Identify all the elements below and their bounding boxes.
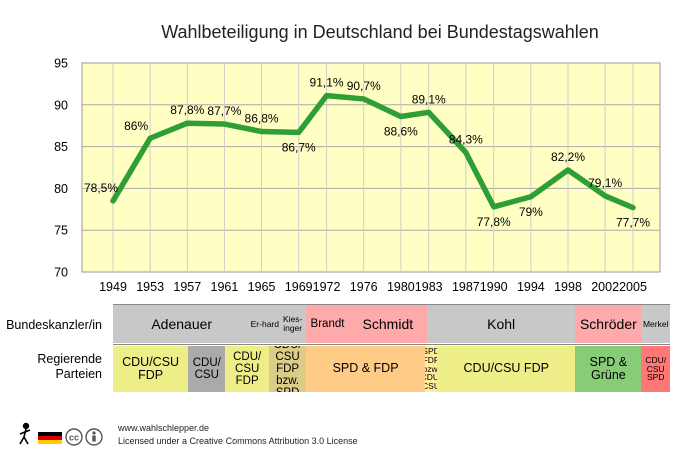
party-band: CDU/ CSU FDP bzw. SPD <box>269 346 307 392</box>
data-label: 90,7% <box>347 79 381 93</box>
chancellor-band: Adenauer <box>113 305 251 343</box>
y-tick-label: 95 <box>54 57 68 71</box>
chancellor-band: Er-hard <box>250 305 280 343</box>
y-tick-label: 75 <box>54 224 68 238</box>
party-band: SPD & FDP <box>306 346 425 392</box>
y-tick-label: 90 <box>54 98 68 112</box>
data-label: 84,3% <box>449 132 483 146</box>
data-label: 91,1% <box>310 76 344 90</box>
data-label: 79,1% <box>588 176 622 190</box>
party-band: SPD FDP bzw. CDU/ CSU <box>425 346 438 392</box>
data-label: 86% <box>124 119 148 133</box>
y-tick-label: 85 <box>54 140 68 154</box>
chancellor-band: Kies-inger <box>279 305 307 343</box>
x-tick-label: 1953 <box>136 280 164 294</box>
x-tick-label: 1980 <box>387 280 415 294</box>
chancellor-band: Schmidt <box>348 305 427 343</box>
data-label: 79% <box>519 205 543 219</box>
party-band: CDU/ CSU SPD <box>641 346 671 392</box>
walking-figure-icon <box>19 422 31 445</box>
chancellor-band: Kohl <box>426 305 576 343</box>
data-label: 88,6% <box>384 125 418 139</box>
chancellor-band: Brandt <box>306 305 349 343</box>
party-band: SPD & Grüne <box>575 346 642 392</box>
y-tick-label: 80 <box>54 182 68 196</box>
license-logos: cc <box>19 422 103 446</box>
x-tick-label: 1961 <box>211 280 239 294</box>
cc-icon: cc <box>65 428 83 446</box>
chancellor-band: Merkel <box>641 305 671 343</box>
x-tick-label: 1983 <box>415 280 443 294</box>
footer-license: Licensed under a Creative Commons Attrib… <box>118 436 358 446</box>
turnout-line <box>110 92 636 211</box>
x-tick-label: 1976 <box>350 280 378 294</box>
footer-website: www.wahlschlepper.de <box>118 423 210 433</box>
x-tick-label: 1990 <box>480 280 508 294</box>
data-label: 78,5% <box>84 181 118 195</box>
footer: cc www.wahlschlepper.de Licensed under a… <box>18 420 358 450</box>
chart-title: Wahlbeteiligung in Deutschland bei Bunde… <box>161 22 599 42</box>
parties-row-label: Regierende Parteien <box>37 352 102 381</box>
x-tick-label: 1987 <box>452 280 480 294</box>
attribution-icon <box>85 428 103 446</box>
party-band: CDU/CSU FDP <box>113 346 189 392</box>
x-tick-label: 1969 <box>285 280 313 294</box>
data-label: 86,7% <box>282 140 316 154</box>
x-tick-label: 1957 <box>173 280 201 294</box>
x-tick-label: 2002 <box>591 280 619 294</box>
y-tick-label: 70 <box>54 266 68 280</box>
data-label: 86,8% <box>245 112 279 126</box>
party-band: CDU/CSU FDP <box>437 346 576 392</box>
party-band: CDU/ CSU <box>188 346 226 392</box>
chancellor-row-label: Bundeskanzler/in <box>6 318 102 332</box>
svg-text:cc: cc <box>69 433 79 443</box>
plot-area <box>81 62 661 273</box>
german-flag-icon <box>38 432 62 444</box>
x-tick-label: 1998 <box>554 280 582 294</box>
data-label: 82,2% <box>551 150 585 164</box>
x-tick-label: 2005 <box>619 280 647 294</box>
x-tick-label: 1965 <box>248 280 276 294</box>
data-label: 77,8% <box>477 215 511 229</box>
x-tick-label: 1994 <box>517 280 545 294</box>
party-band: CDU/ CSU FDP <box>225 346 269 392</box>
x-tick-label: 1949 <box>99 280 127 294</box>
x-tick-label: 1972 <box>313 280 341 294</box>
data-label: 77,7% <box>616 216 650 230</box>
data-label: 87,8% <box>170 103 204 117</box>
data-label: 89,1% <box>412 92 446 106</box>
data-label: 87,7% <box>207 104 241 118</box>
chancellor-band: Schröder <box>575 305 642 343</box>
